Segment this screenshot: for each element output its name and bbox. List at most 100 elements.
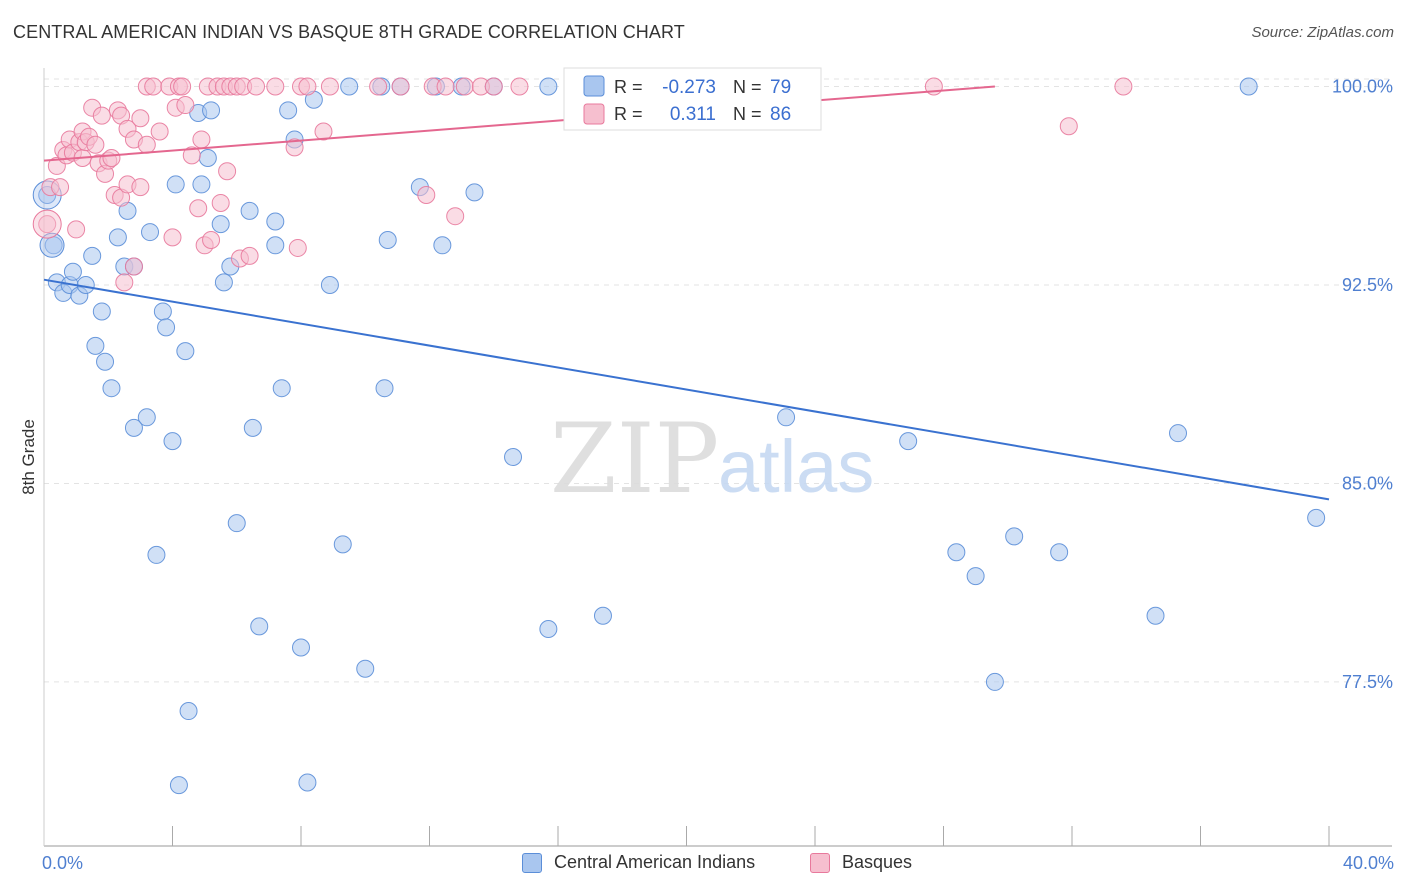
data-point-basques: [240, 246, 259, 265]
stats-r-label-1: R =: [614, 104, 643, 124]
data-point-basques: [192, 130, 211, 149]
data-point-basques: [182, 146, 201, 165]
stats-r-label-0: R =: [614, 77, 643, 97]
data-point-basques: [137, 135, 156, 154]
legend-swatch-blue: [522, 852, 542, 873]
data-point-basques: [163, 228, 182, 247]
stats-n-label-1: N =: [733, 104, 762, 124]
data-point-central-american-indians: [198, 148, 217, 167]
data-point-basques: [211, 193, 230, 212]
y-axis-title: 8th Grade: [19, 419, 38, 495]
x-tick-label-max: 40.0%: [1343, 853, 1394, 873]
data-point-basques: [124, 257, 143, 276]
data-point-basques: [436, 77, 455, 96]
data-point-central-american-indians: [169, 776, 188, 795]
y-tick-label: 100.0%: [1332, 77, 1393, 97]
data-point-central-american-indians: [298, 773, 317, 792]
stats-n-label-0: N =: [733, 77, 762, 97]
data-point-basques: [202, 231, 221, 250]
watermark-zip: ZIP: [550, 403, 719, 515]
data-point-central-american-indians: [504, 448, 523, 466]
data-point-central-american-indians: [593, 606, 612, 625]
x-axis-ticks: [172, 826, 1330, 846]
data-point-basques: [115, 273, 134, 292]
trend-line-central-american-indians: [43, 278, 1330, 501]
legend-swatch-pink: [810, 852, 830, 873]
data-point-basques: [510, 77, 529, 96]
data-point-basques: [298, 77, 317, 96]
data-point-central-american-indians: [211, 215, 230, 234]
series-legend: Central American Indians Basques: [0, 850, 1406, 880]
data-point-central-american-indians: [266, 212, 285, 231]
data-point-basques: [176, 96, 195, 115]
data-point-central-american-indians: [356, 659, 375, 678]
data-point-basques: [218, 162, 237, 181]
data-point-central-american-indians: [163, 432, 182, 451]
data-point-central-american-indians: [166, 175, 185, 194]
data-point-basques: [1059, 117, 1078, 136]
data-point-central-american-indians: [375, 379, 394, 398]
stats-n-value-0: 79: [770, 77, 791, 98]
data-point-basques: [189, 199, 208, 218]
data-point-basques: [484, 77, 503, 96]
stats-n-value-1: 86: [770, 104, 791, 125]
data-point-central-american-indians: [63, 262, 82, 281]
stats-legend: R = -0.273 N = 79 R = 0.311 N = 86: [563, 67, 822, 131]
chart-title: CENTRAL AMERICAN INDIAN VS BASQUE 8TH GR…: [13, 22, 685, 42]
data-point-central-american-indians: [102, 379, 121, 398]
data-point-central-american-indians: [539, 77, 558, 96]
data-point-central-american-indians: [124, 418, 143, 437]
data-point-central-american-indians: [1050, 543, 1069, 562]
data-point-central-american-indians: [92, 302, 111, 321]
data-point-basques: [131, 178, 150, 197]
data-point-central-american-indians: [333, 535, 352, 554]
data-point-central-american-indians: [947, 543, 966, 562]
data-point-basques: [266, 77, 285, 96]
data-point-basques: [455, 77, 474, 96]
data-point-basques: [86, 135, 105, 154]
series-basques: [32, 77, 1133, 292]
data-point-central-american-indians: [176, 342, 195, 361]
data-point-central-american-indians: [340, 77, 359, 96]
data-point-basques: [446, 207, 465, 226]
data-point-central-american-indians: [433, 236, 452, 255]
source-credit: Source: ZipAtlas.com: [1251, 24, 1394, 41]
data-point-basques: [51, 178, 70, 197]
data-point-basques: [150, 122, 169, 141]
data-point-central-american-indians: [985, 672, 1004, 691]
y-axis-tick-labels: 77.5% 85.0% 92.5% 100.0%: [1332, 77, 1393, 692]
trend-line-basques: [43, 85, 995, 162]
data-point-central-american-indians: [83, 246, 102, 265]
data-point-central-american-indians: [292, 638, 310, 657]
data-point-basques: [131, 109, 150, 128]
data-point-basques: [247, 77, 266, 96]
stats-legend-box: [563, 67, 822, 131]
data-point-central-american-indians: [1307, 508, 1326, 527]
data-point-basques: [144, 77, 163, 96]
watermark-atlas: atlas: [718, 425, 874, 508]
data-point-central-american-indians: [465, 183, 484, 202]
stats-r-value-0: -0.273: [662, 77, 716, 98]
legend-item-basques[interactable]: Basques: [810, 852, 912, 873]
data-point-central-american-indians: [243, 418, 262, 437]
data-point-central-american-indians: [1169, 424, 1188, 443]
legend-item-central-american-indians[interactable]: Central American Indians: [522, 852, 755, 873]
data-point-central-american-indians: [272, 379, 291, 398]
data-point-basques: [391, 77, 410, 96]
data-point-central-american-indians: [966, 567, 985, 586]
data-point-basques-large: [32, 209, 62, 239]
data-point-basques: [38, 215, 57, 234]
data-point-central-american-indians-large: [39, 232, 65, 258]
data-point-basques: [102, 148, 121, 167]
data-point-basques: [67, 220, 86, 239]
x-tick-label-min: 0.0%: [42, 853, 83, 873]
gridlines: [44, 78, 1392, 683]
data-point-central-american-indians: [137, 408, 156, 427]
data-point-basques: [320, 77, 339, 96]
data-point-central-american-indians: [1239, 77, 1258, 96]
data-point-central-american-indians: [157, 318, 176, 337]
data-point-basques: [314, 122, 333, 141]
data-point-central-american-indians: [86, 336, 105, 355]
data-point-central-american-indians: [266, 236, 285, 255]
